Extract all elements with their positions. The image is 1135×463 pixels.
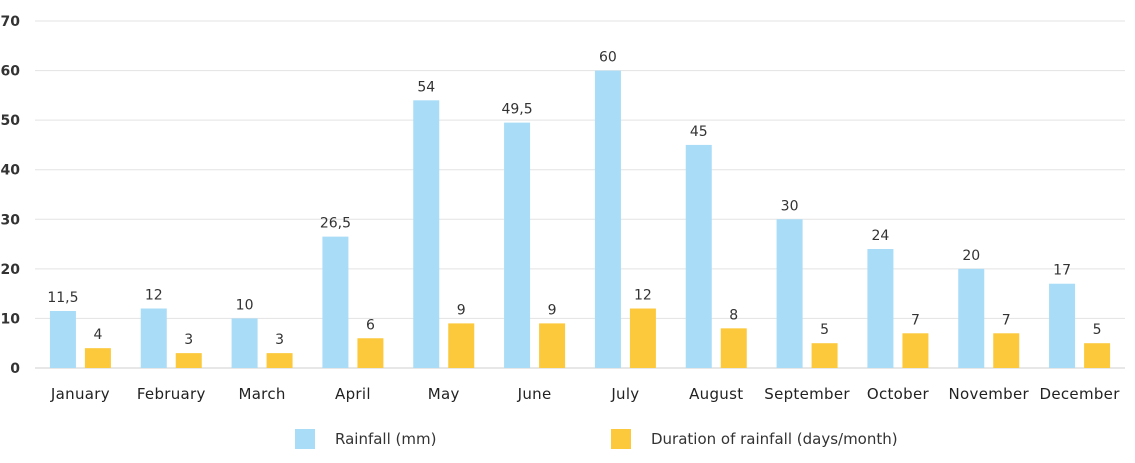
rainfall-value-label: 30: [781, 198, 799, 214]
y-tick-label: 60: [1, 64, 21, 80]
x-tick-label: February: [137, 385, 206, 403]
duration-value-label: 3: [275, 332, 284, 348]
y-tick-label: 70: [1, 14, 21, 30]
x-tick-label: August: [689, 385, 743, 403]
duration-value-label: 7: [911, 312, 920, 328]
duration-value-label: 3: [184, 332, 193, 348]
duration-value-label: 12: [634, 288, 652, 304]
data-labels: 11,5 4 12 3 10 3 26,5 6 54 9 49,5 9 60 12 45 8 30 5 24 7 20 7…: [47, 50, 1101, 349]
rainfall-value-label: 17: [1053, 263, 1071, 279]
rainfall-bar: [49, 310, 76, 368]
duration-value-label: 9: [548, 302, 557, 318]
rainfall-value-label: 26,5: [320, 216, 351, 232]
legend-swatch-rainfall: [295, 429, 315, 449]
rainfall-bar: [231, 318, 258, 368]
duration-bar: [811, 343, 838, 368]
duration-bar: [84, 348, 111, 368]
rainfall-value-label: 11,5: [47, 290, 78, 306]
bars: [49, 70, 1111, 369]
duration-value-label: 5: [820, 322, 829, 338]
duration-bar: [1084, 343, 1111, 368]
duration-bar: [357, 338, 384, 368]
duration-value-label: 5: [1093, 322, 1102, 338]
rainfall-bar: [958, 268, 985, 368]
rainfall-value-label: 60: [599, 50, 617, 66]
x-tick-label: March: [238, 385, 285, 403]
rainfall-bar: [685, 144, 712, 368]
rainfall-bar: [140, 308, 167, 368]
y-tick-label: 30: [1, 212, 21, 228]
x-tick-label: June: [517, 385, 552, 403]
x-tick-label: May: [428, 385, 460, 403]
duration-bar: [629, 308, 656, 368]
x-tick-label: July: [610, 385, 639, 403]
duration-bar: [993, 333, 1020, 368]
y-tick-label: 0: [10, 361, 20, 377]
y-tick-label: 40: [1, 163, 21, 179]
legend-label-rainfall: Rainfall (mm): [335, 430, 436, 448]
duration-value-label: 6: [366, 317, 375, 333]
duration-value-label: 7: [1002, 312, 1011, 328]
x-tick-label: September: [764, 385, 850, 403]
legend: Rainfall (mm) Duration of rainfall (days/…: [295, 429, 898, 449]
rainfall-value-label: 24: [872, 228, 890, 244]
rainfall-value-label: 45: [690, 124, 708, 140]
duration-value-label: 9: [457, 302, 466, 318]
x-tick-label: April: [335, 385, 371, 403]
rainfall-value-label: 54: [417, 79, 435, 95]
rainfall-bar: [776, 219, 803, 368]
duration-bar: [448, 323, 475, 368]
duration-bar: [266, 353, 293, 368]
y-tick-label: 50: [1, 113, 21, 129]
y-tick-label: 10: [1, 311, 21, 327]
duration-value-label: 4: [93, 327, 102, 343]
rainfall-bar: [594, 70, 621, 369]
x-tick-label: October: [867, 385, 930, 403]
duration-bar: [902, 333, 929, 368]
rainfall-value-label: 20: [962, 248, 980, 264]
duration-bar: [175, 353, 202, 368]
rainfall-bar: [322, 236, 349, 368]
legend-swatch-duration: [611, 429, 631, 449]
y-tick-label: 20: [1, 262, 21, 278]
rainfall-bar: [867, 249, 894, 368]
rainfall-bar: [1049, 283, 1076, 368]
y-axis: 0 10 20 30 40 50 60 70: [1, 14, 21, 377]
rainfall-value-label: 12: [145, 288, 163, 304]
x-tick-label: January: [50, 385, 110, 403]
duration-bar: [720, 328, 747, 368]
duration-value-label: 8: [729, 307, 738, 323]
rainfall-value-label: 10: [236, 297, 254, 313]
rainfall-bar: [413, 100, 440, 369]
duration-bar: [539, 323, 566, 368]
legend-label-duration: Duration of rainfall (days/month): [651, 430, 898, 448]
gridlines: [35, 20, 1125, 369]
rainfall-bar: [504, 122, 531, 368]
x-tick-label: November: [949, 385, 1030, 403]
x-tick-label: December: [1039, 385, 1120, 403]
rainfall-value-label: 49,5: [501, 102, 532, 118]
x-axis: January February March April May June July Augu…: [50, 385, 1120, 403]
